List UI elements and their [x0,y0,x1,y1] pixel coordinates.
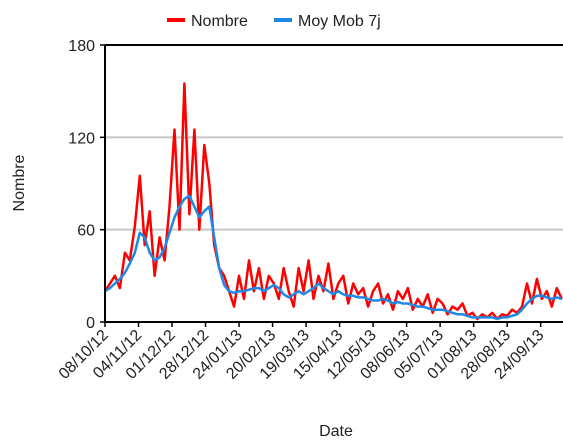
y-tick-label: 120 [68,130,95,147]
legend-label: Moy Mob 7j [298,13,381,30]
legend-label: Nombre [191,13,248,30]
y-tick-label: 0 [86,315,95,332]
y-tick-label: 60 [77,223,95,240]
y-tick-label: 180 [68,38,95,55]
y-axis-label: Nombre [11,154,28,211]
series-line [104,194,563,321]
x-axis-label: Date [319,423,353,440]
series-line [103,82,563,321]
